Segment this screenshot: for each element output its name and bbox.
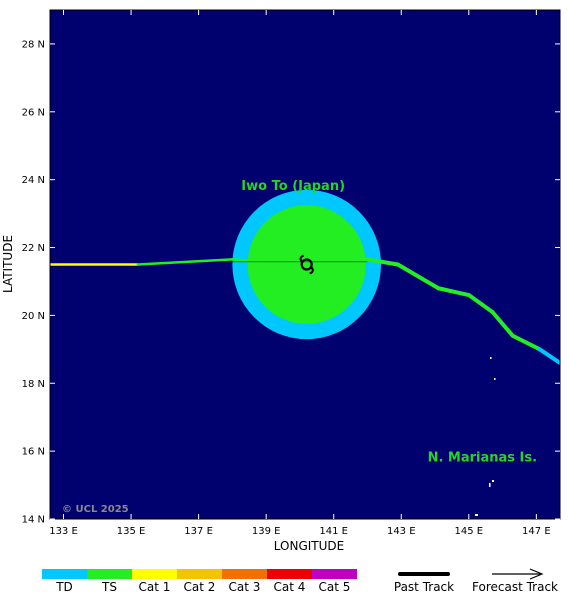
map-frame — [49, 9, 561, 520]
x-axis-title: LONGITUDE — [274, 539, 344, 553]
lat-tick-label: 22 N — [22, 243, 45, 254]
track-segment — [136, 258, 234, 266]
legend-label: TD — [55, 580, 73, 594]
lat-tick-label: 24 N — [22, 175, 45, 186]
island-dot — [475, 514, 478, 516]
island-dots — [475, 357, 496, 516]
track-segment — [490, 310, 515, 338]
legend-swatch — [42, 569, 87, 579]
lon-tick-label: 145 E — [455, 526, 484, 537]
lon-tick-label: 137 E — [184, 526, 213, 537]
track-segment — [436, 286, 471, 298]
axis-ticks: 133 E 135 E 137 E 139 E 141 E 143 E 145 E 147 E… — [22, 10, 560, 537]
copyright-text: © UCL 2025 — [62, 504, 129, 515]
category-legend: TD TS Cat 1 Cat 2 Cat 3 Cat 4 Cat 5 — [42, 569, 357, 594]
legend-swatch — [87, 569, 132, 579]
past-track-legend: Past Track — [394, 572, 454, 594]
island-dot — [492, 480, 494, 482]
lat-tick-label: 18 N — [22, 379, 45, 390]
past-track-label: Past Track — [394, 580, 454, 594]
lon-tick-label: 135 E — [117, 526, 146, 537]
cyclone-eye-ring — [300, 258, 313, 271]
island-dot — [489, 483, 491, 487]
track-segment — [466, 293, 495, 315]
place-labels: Iwo To (Japan) N. Marianas Is. — [241, 179, 537, 465]
island-dot — [494, 378, 496, 380]
track-segment — [395, 262, 441, 291]
legend-label: TS — [101, 580, 117, 594]
arrow-head-icon — [529, 568, 544, 580]
legend-label: Cat 4 — [274, 580, 306, 594]
track-segment — [510, 333, 542, 352]
lat-tick-label: 14 N — [22, 515, 45, 526]
cyclone-arm — [299, 254, 305, 263]
lat-tick-label: 20 N — [22, 311, 45, 322]
legend-swatch — [312, 569, 357, 579]
legend-label: Cat 5 — [319, 580, 351, 594]
lon-tick-label: 139 E — [252, 526, 281, 537]
lon-tick-label: 133 E — [49, 526, 78, 537]
legend-swatch — [267, 569, 312, 579]
legend-swatch — [177, 569, 222, 579]
storm-track — [50, 257, 560, 365]
lon-tick-label: 141 E — [319, 526, 348, 537]
track-segment — [537, 347, 560, 365]
island-dot — [490, 357, 492, 359]
legend-swatch — [222, 569, 267, 579]
lon-tick-label: 147 E — [522, 526, 551, 537]
forecast-track-label: Forecast Track — [472, 580, 558, 594]
legend-label: Cat 1 — [139, 580, 171, 594]
place-label: Iwo To (Japan) — [241, 179, 345, 194]
lat-tick-label: 26 N — [22, 107, 45, 118]
legend-label: Cat 3 — [229, 580, 261, 594]
lat-tick-label: 28 N — [22, 39, 45, 50]
legend-label: Cat 2 — [184, 580, 216, 594]
lat-tick-label: 16 N — [22, 447, 45, 458]
track-segment — [365, 257, 400, 267]
place-label: N. Marianas Is. — [428, 450, 538, 465]
lon-tick-label: 143 E — [387, 526, 416, 537]
forecast-track-legend: Forecast Track — [472, 568, 558, 594]
cyclone-symbol-icon — [299, 254, 314, 275]
cyclone-arm — [309, 266, 314, 275]
legend-swatch — [132, 569, 177, 579]
y-axis-title: LATITUDE — [1, 235, 15, 293]
